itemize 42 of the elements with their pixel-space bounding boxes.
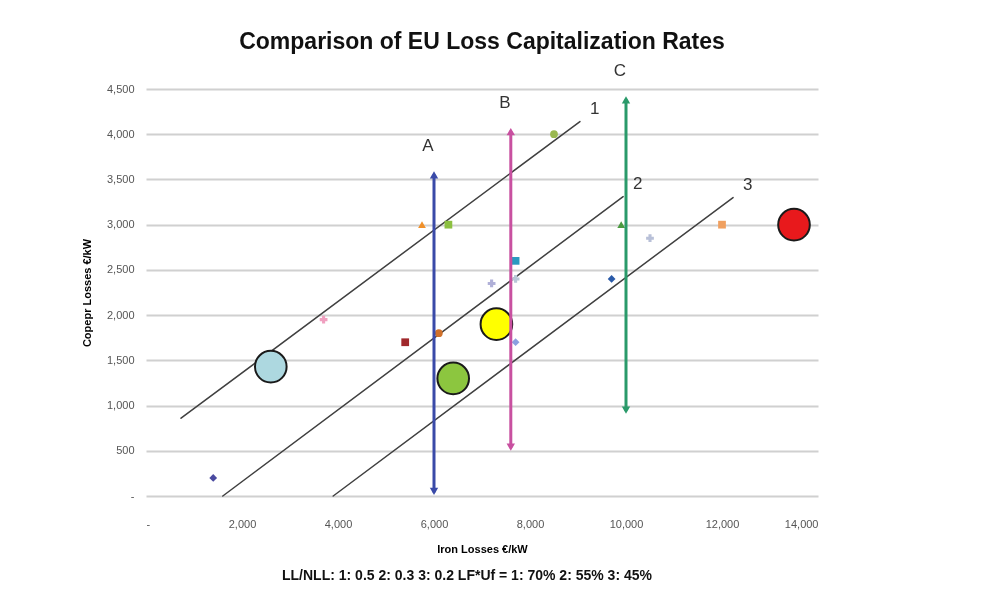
y-axis-title: Copepr Losses €/kW xyxy=(80,238,93,348)
point xyxy=(511,338,520,347)
point xyxy=(434,329,443,338)
chart-title: Comparison of EU Loss Capitalization Rates xyxy=(239,27,725,54)
y-tick-label: 3,500 xyxy=(106,172,135,185)
x-tick-label: 2,000 xyxy=(228,517,257,530)
point xyxy=(718,220,726,229)
x-tick-label: 10,000 xyxy=(609,517,644,530)
point xyxy=(511,275,520,283)
series-label: A xyxy=(422,135,435,155)
point xyxy=(418,221,426,229)
point xyxy=(646,234,654,243)
point xyxy=(607,275,616,283)
series-label: B xyxy=(499,92,511,112)
x-axis-title: Iron Losses €/kW xyxy=(437,542,529,555)
y-tick-label: 4,000 xyxy=(106,127,135,140)
x-tick-label: 12,000 xyxy=(705,517,740,530)
series-label: 1 xyxy=(589,98,600,118)
point xyxy=(319,315,328,324)
y-tick-label: 2,500 xyxy=(106,263,135,276)
point xyxy=(401,338,410,347)
series-label: 2 xyxy=(633,173,643,193)
point xyxy=(617,221,626,229)
y-tick-label: 2,000 xyxy=(106,308,135,321)
point xyxy=(444,220,453,229)
y-tick-label: 4,500 xyxy=(106,82,135,95)
point xyxy=(511,256,520,265)
series-label: C xyxy=(613,60,627,80)
text: LL/NLL: 1: 0.5 2: 0.3 3: 0.2 LF*Uf = 1: 70% 2: 55% 3: 45% xyxy=(282,567,653,583)
x-tick-label: 4,000 xyxy=(324,517,353,530)
y-tick-label: 1,500 xyxy=(106,353,135,366)
y-tick-label: 3,000 xyxy=(106,218,135,231)
x-tick-label: - xyxy=(146,517,151,530)
x-tick-label: 8,000 xyxy=(516,517,545,530)
y-tick-label: - xyxy=(130,489,135,502)
x-tick-label: 14,000 xyxy=(784,517,819,530)
y-tick-label: 1,000 xyxy=(106,399,135,412)
y-tick-label: 500 xyxy=(116,444,135,457)
point xyxy=(550,130,558,139)
x-tick-label: 6,000 xyxy=(420,517,449,530)
series-label: 3 xyxy=(743,174,753,194)
point xyxy=(209,474,218,482)
